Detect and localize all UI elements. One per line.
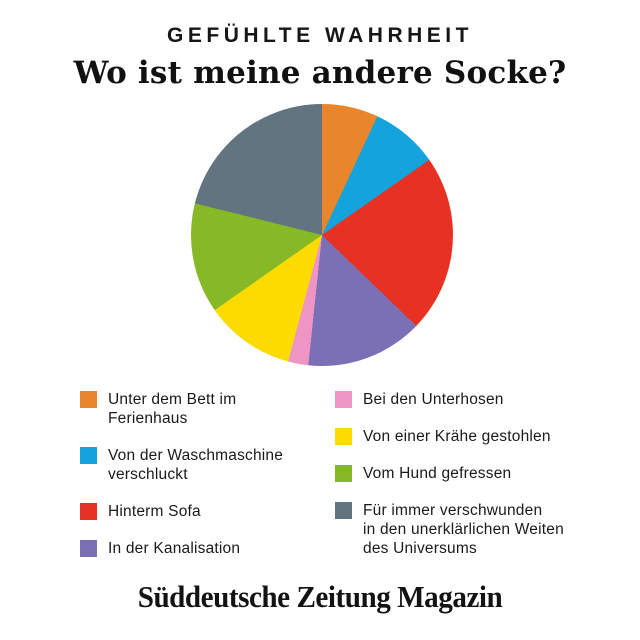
legend-swatch (335, 465, 352, 482)
legend-item-6: Vom Hund gefressen (335, 464, 564, 483)
legend-item-2: Hinterm Sofa (80, 502, 335, 521)
legend-label: Hinterm Sofa (108, 503, 201, 520)
pie-chart-area (0, 104, 640, 366)
legend-label: Vom Hund gefressen (363, 465, 512, 482)
legend-label: Von einer Krähe gestohlen (363, 428, 551, 445)
magazine-logo: Süddeutsche Zeitung Magazin (137, 579, 503, 614)
legend-column-left: Unter dem Bett im Ferienhaus Von der Wasc… (80, 390, 335, 558)
kicker-text: GEFÜHLTE WAHRHEIT (167, 24, 473, 47)
legend-item-7: Für immer verschwunden in den unerklärli… (335, 501, 564, 558)
legend-label: Unter dem Bett im Ferienhaus (108, 391, 237, 427)
legend-item-0: Unter dem Bett im Ferienhaus (80, 390, 335, 428)
legend-item-3: In der Kanalisation (80, 539, 335, 558)
pie-chart (191, 104, 453, 366)
legend: Unter dem Bett im Ferienhaus Von der Wasc… (80, 390, 640, 558)
chart-title: Wo ist meine andere Socke? (73, 55, 567, 91)
legend-swatch (335, 502, 352, 519)
legend-swatch (80, 503, 97, 520)
legend-swatch (335, 428, 352, 445)
legend-swatch (80, 391, 97, 408)
legend-label: Bei den Unterhosen (363, 391, 504, 408)
legend-item-4: Bei den Unterhosen (335, 390, 564, 409)
legend-item-1: Von der Waschmaschine verschluckt (80, 446, 335, 484)
legend-swatch (80, 540, 97, 557)
legend-swatch (80, 447, 97, 464)
legend-label: In der Kanalisation (108, 540, 241, 557)
legend-swatch (335, 391, 352, 408)
legend-item-5: Von einer Krähe gestohlen (335, 427, 564, 446)
legend-column-right: Bei den Unterhosen Von einer Krähe gestoh… (335, 390, 564, 558)
legend-label: Von der Waschmaschine verschluckt (108, 447, 284, 483)
legend-label: Für immer verschwunden in den unerklärli… (363, 502, 564, 557)
